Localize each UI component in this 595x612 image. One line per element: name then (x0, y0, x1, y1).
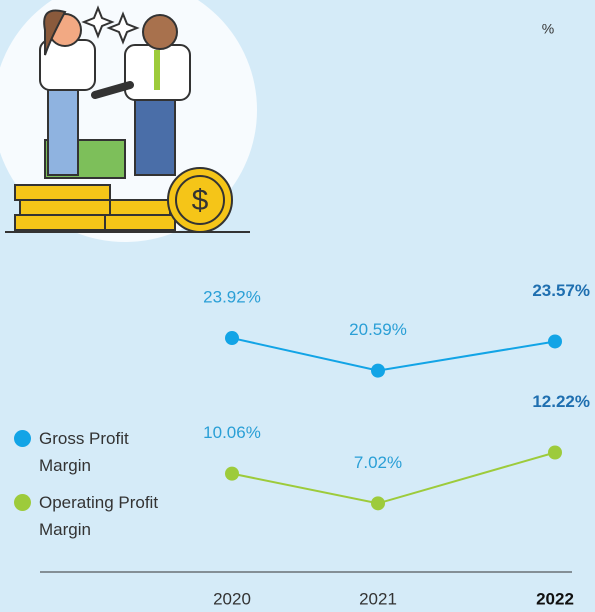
point (548, 334, 562, 348)
data-label: 23.57% (532, 281, 590, 300)
svg-text:$: $ (192, 184, 209, 217)
data-label: 20.59% (349, 320, 407, 339)
legend-label: Gross Profit Margin (39, 425, 139, 479)
point (371, 496, 385, 510)
data-label: 23.92% (203, 288, 261, 307)
legend: Gross Profit Margin Operating Profit Marg… (14, 425, 164, 553)
point (225, 331, 239, 345)
legend-item: Operating Profit Margin (14, 489, 164, 543)
unit-label: % (542, 21, 554, 37)
legend-label: Operating Profit Margin (39, 489, 169, 543)
point (548, 445, 562, 459)
x-tick-label: 2022 (536, 589, 574, 608)
page: {"chart_data": {"type": "line", "unit": … (0, 0, 595, 612)
series-line (232, 338, 555, 371)
x-tick-label: 2020 (213, 589, 251, 608)
legend-item: Gross Profit Margin (14, 425, 164, 479)
data-label: 12.22% (532, 392, 590, 411)
data-label: 7.02% (354, 453, 402, 472)
point (225, 467, 239, 481)
legend-marker (14, 430, 31, 447)
x-tick-label: 2021 (359, 589, 397, 608)
legend-marker (14, 494, 31, 511)
illustration: $ (0, 0, 257, 242)
point (371, 364, 385, 378)
data-label: 10.06% (203, 423, 261, 442)
